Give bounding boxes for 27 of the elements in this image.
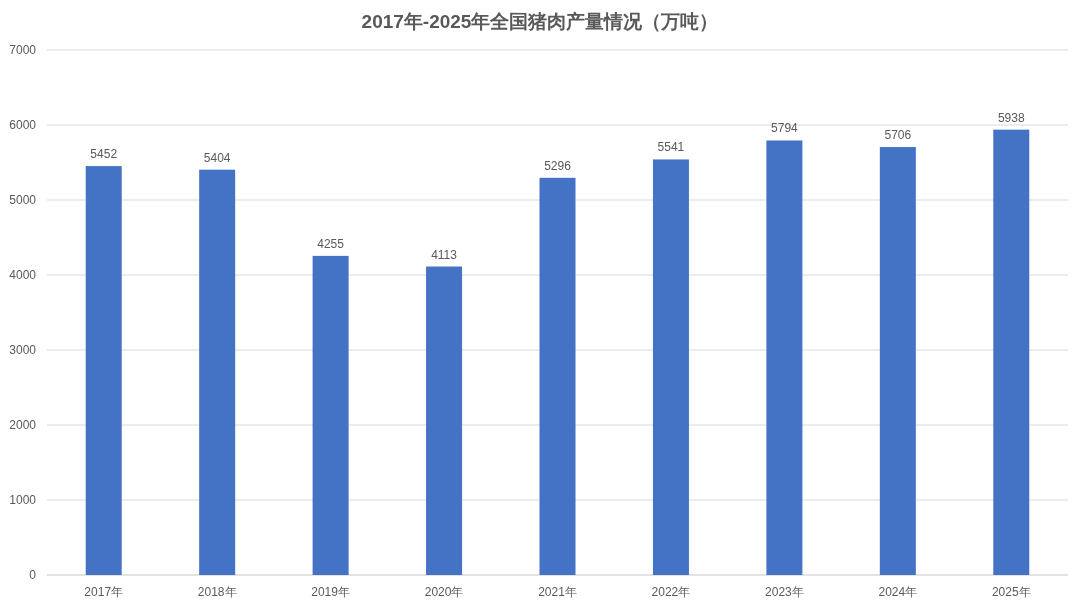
y-tick-label: 4000 [9,268,37,282]
y-tick-label: 2000 [9,418,37,432]
x-tick-label: 2020年 [424,585,464,599]
y-tick-label: 7000 [9,43,37,57]
data-label: 5404 [203,150,231,165]
data-label: 4255 [317,236,345,251]
data-label: 5794 [771,121,799,136]
x-tick-label: 2025年 [991,585,1031,599]
y-tick-label: 5000 [9,193,37,207]
data-label: 4113 [431,247,458,262]
data-label: 5706 [884,128,912,143]
x-tick-label: 2022年 [651,585,691,599]
x-tick-label: 2018年 [197,585,237,599]
y-tick-label: 0 [29,568,37,582]
x-tick-label: 2017年 [84,585,124,599]
x-tick-label: 2024年 [878,585,918,599]
data-label: 5452 [90,147,118,162]
data-label: 5541 [657,140,685,155]
y-tick-label: 1000 [9,493,37,507]
x-tick-label: 2023年 [765,585,804,599]
x-tick-label: 2019年 [311,585,350,599]
y-tick-label: 3000 [9,343,37,357]
data-label: 5296 [544,158,572,173]
chart-title: 2017年-2025年全国猪肉产量情况（万吨） [361,11,719,32]
y-tick-label: 6000 [9,118,37,132]
data-label: 5938 [997,110,1025,125]
x-tick-label: 2021年 [538,585,577,599]
